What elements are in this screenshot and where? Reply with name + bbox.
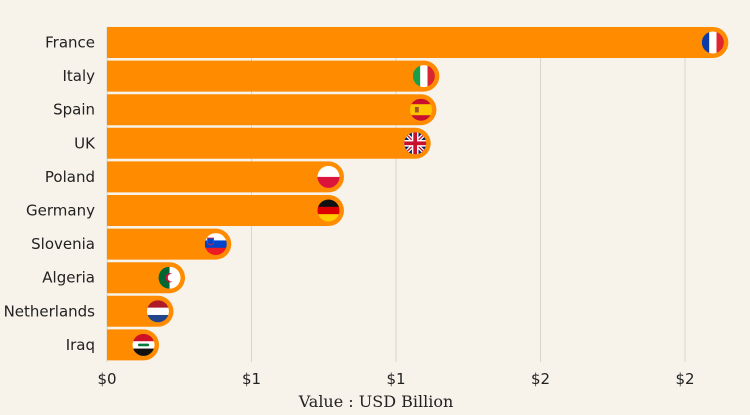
x-tick-labels: $0 $1 $1 $2 $2 — [97, 370, 694, 388]
category-label: Poland — [45, 168, 95, 186]
bar-group — [107, 228, 232, 260]
category-label: Algeria — [42, 269, 95, 287]
x-tick-label: $1 — [386, 370, 405, 388]
bar — [107, 195, 344, 226]
category-label: Netherlands — [4, 302, 96, 320]
bar-group — [107, 329, 160, 361]
bar-group — [107, 295, 174, 327]
bar-group — [107, 195, 344, 226]
bar-group — [107, 94, 437, 126]
category-label: Slovenia — [31, 235, 95, 253]
x-tick-label: $2 — [531, 370, 550, 388]
bar — [107, 228, 232, 260]
flag-iraq-icon — [132, 333, 155, 356]
category-label: Germany — [26, 202, 95, 220]
bar-group — [107, 27, 729, 58]
bar — [107, 161, 344, 193]
flag-poland-icon — [317, 165, 340, 188]
category-label: Iraq — [66, 336, 95, 354]
bar-group — [107, 161, 344, 193]
flag-algeria-icon — [158, 266, 181, 289]
flag-netherlands-icon — [146, 300, 169, 323]
category-labels: France Italy Spain UK Poland Germany Slovenia A… — [4, 34, 97, 354]
bar — [107, 94, 437, 126]
category-label: UK — [74, 134, 96, 152]
bar-group — [107, 262, 186, 294]
category-label: Italy — [62, 67, 95, 85]
flag-italy-icon — [412, 65, 435, 88]
bar-group — [107, 127, 431, 159]
x-axis-title: Value : USD Billion — [298, 392, 454, 411]
category-label: France — [45, 34, 95, 52]
x-tick-label: $0 — [97, 370, 116, 388]
bar — [107, 27, 729, 58]
flag-spain-icon — [409, 98, 432, 121]
bar-group — [107, 60, 440, 92]
flag-france-icon — [701, 31, 724, 54]
bar — [107, 60, 440, 92]
flag-slovenia-icon — [204, 233, 227, 256]
bars — [107, 27, 729, 361]
x-tick-label: $2 — [675, 370, 694, 388]
flag-germany-icon — [317, 199, 340, 222]
category-label: Spain — [53, 101, 95, 119]
flag-uk-icon — [404, 132, 427, 155]
bar — [107, 127, 431, 159]
x-tick-label: $1 — [242, 370, 261, 388]
